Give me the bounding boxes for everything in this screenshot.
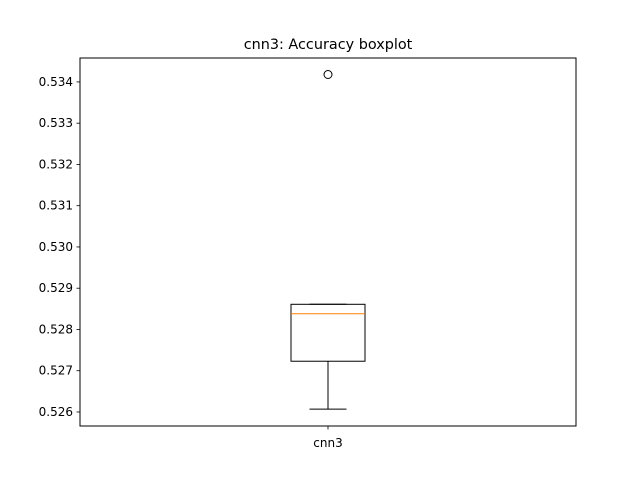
x-tick-label: cnn3 (313, 436, 342, 450)
y-tick-label: 0.534 (39, 75, 73, 89)
y-tick-label: 0.532 (39, 157, 73, 171)
y-tick-label: 0.528 (39, 322, 73, 336)
y-tick-label: 0.527 (39, 364, 73, 378)
box-group (290, 70, 366, 410)
y-axis: 0.526 0.527 0.528 0.529 0.530 0.531 0.532 0.533… (39, 75, 80, 419)
y-tick-label: 0.533 (39, 116, 73, 130)
chart-title: cnn3: Accuracy boxplot (244, 37, 413, 53)
box-body (290, 303, 366, 362)
y-tick-label: 0.530 (39, 240, 73, 254)
y-tick-label: 0.526 (39, 405, 73, 419)
y-tick-label: 0.529 (39, 281, 73, 295)
outlier-point (323, 70, 333, 80)
y-tick-label: 0.531 (39, 199, 73, 213)
x-axis: cnn3 (313, 426, 343, 450)
plot-area (290, 70, 366, 410)
